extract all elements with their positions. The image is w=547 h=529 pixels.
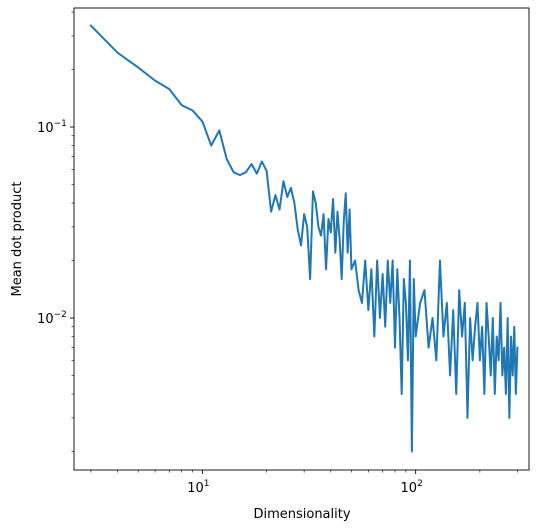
series-line — [89, 24, 519, 453]
x-tick-label: 101 — [187, 479, 209, 496]
y-tick-label: 10−1 — [37, 119, 67, 136]
x-tick-label: 102 — [401, 479, 423, 496]
plot-frame — [73, 7, 530, 471]
major-ticks — [70, 126, 417, 474]
y-tick-label: 10−2 — [37, 310, 67, 327]
x-axis-label: Dimensionality — [253, 507, 350, 522]
tick-labels: 101 102 10−2 10−1 — [37, 119, 423, 496]
y-axis-label: Mean dot product — [10, 182, 25, 297]
